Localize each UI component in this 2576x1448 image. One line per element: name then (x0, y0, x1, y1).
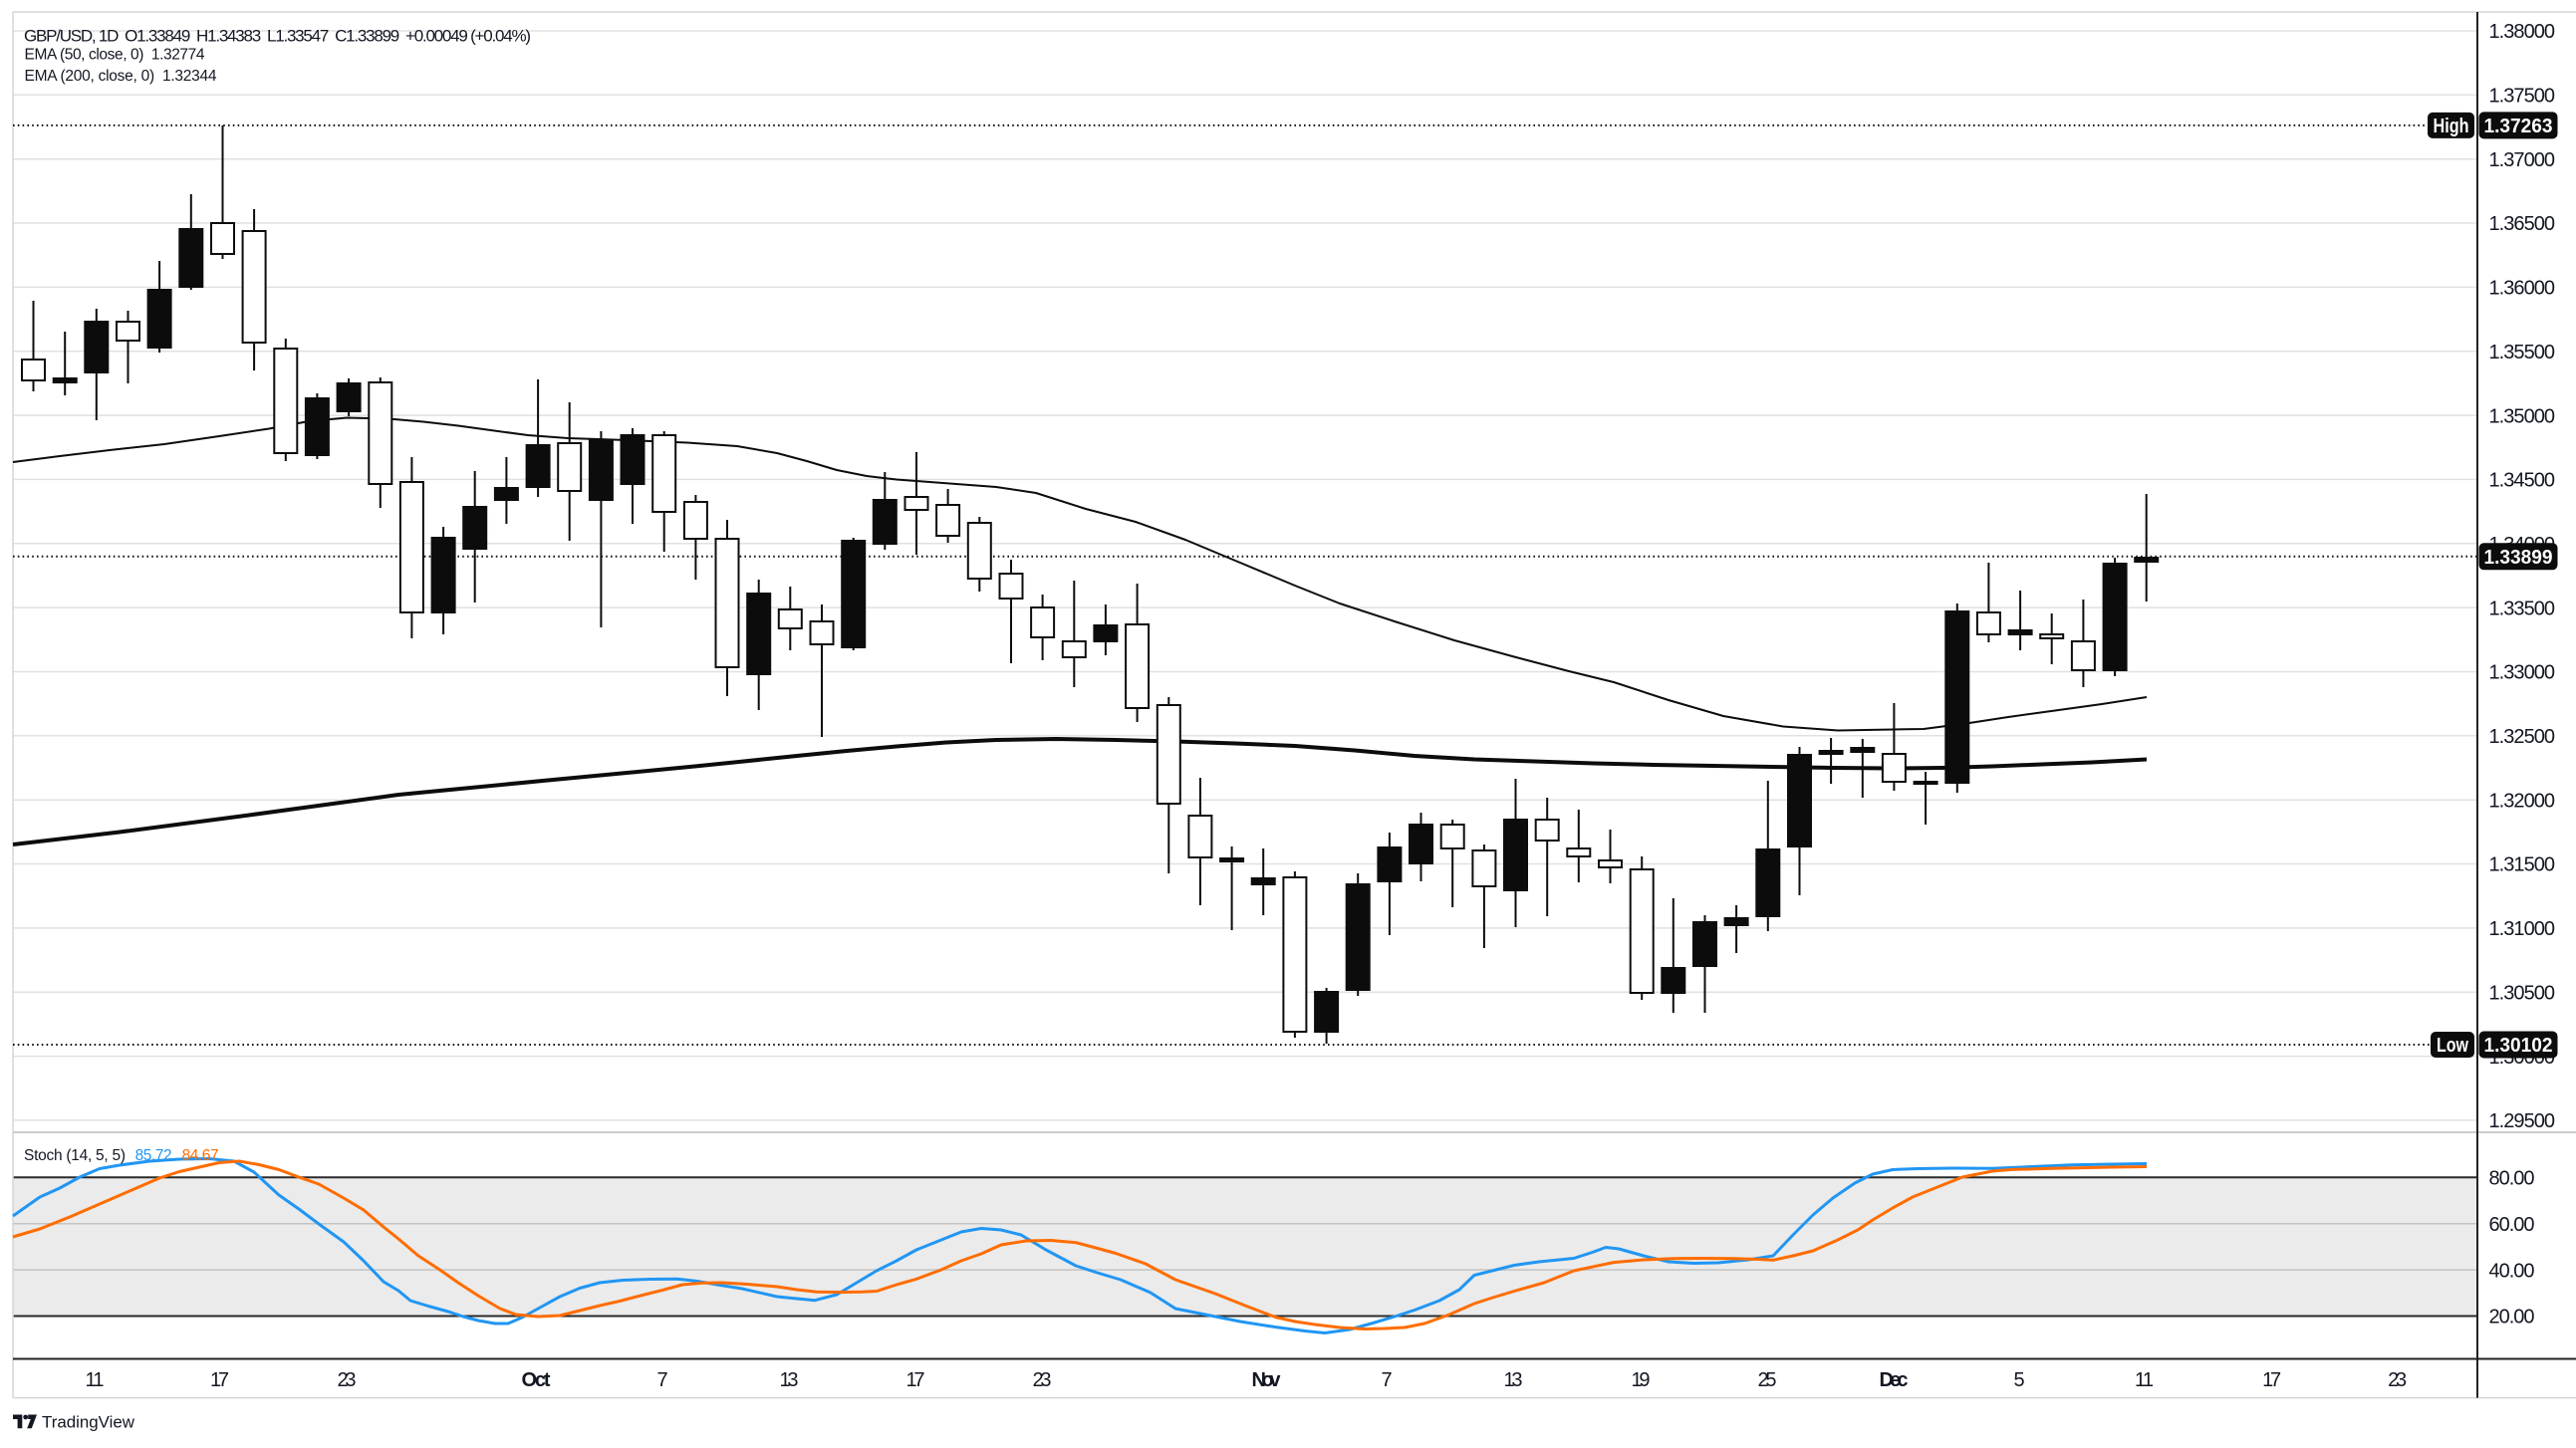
svg-text:17: 17 (210, 1369, 229, 1391)
svg-text:23: 23 (1033, 1369, 1052, 1391)
svg-text:13: 13 (1504, 1369, 1523, 1391)
svg-text:1.37500: 1.37500 (2489, 86, 2556, 108)
svg-text:1.37000: 1.37000 (2489, 149, 2556, 171)
svg-text:Oct: Oct (522, 1369, 551, 1391)
svg-text:1.31500: 1.31500 (2489, 854, 2556, 876)
svg-text:1.38000: 1.38000 (2489, 21, 2556, 43)
svg-text:1.33000: 1.33000 (2489, 662, 2556, 684)
svg-text:1.34500: 1.34500 (2489, 470, 2556, 492)
svg-text:7: 7 (1381, 1369, 1392, 1391)
svg-text:13: 13 (780, 1369, 799, 1391)
svg-text:1.35500: 1.35500 (2489, 342, 2556, 363)
svg-text:40.00: 40.00 (2489, 1260, 2535, 1282)
svg-text:TradingView: TradingView (42, 1413, 135, 1432)
svg-text:Dec: Dec (1880, 1369, 1909, 1391)
svg-text:5: 5 (2013, 1369, 2024, 1391)
svg-text:60.00: 60.00 (2489, 1214, 2535, 1236)
svg-text:1.33899: 1.33899 (2484, 547, 2553, 569)
svg-text:23: 23 (2388, 1369, 2407, 1391)
svg-text:Nov: Nov (1252, 1369, 1282, 1391)
svg-text:1.32000: 1.32000 (2489, 790, 2556, 812)
svg-text:Low: Low (2437, 1035, 2468, 1057)
svg-text:1.36000: 1.36000 (2489, 278, 2556, 300)
svg-text:19: 19 (1632, 1369, 1651, 1391)
svg-text:1.36500: 1.36500 (2489, 213, 2556, 235)
svg-text:17: 17 (906, 1369, 925, 1391)
svg-text:1.29500: 1.29500 (2489, 1110, 2556, 1132)
svg-text:1.33500: 1.33500 (2489, 598, 2556, 619)
svg-text:25: 25 (1758, 1369, 1777, 1391)
svg-text:11: 11 (2135, 1369, 2154, 1391)
svg-text:1.30102: 1.30102 (2484, 1035, 2553, 1057)
svg-text:20.00: 20.00 (2489, 1307, 2535, 1328)
svg-text:1.31000: 1.31000 (2489, 918, 2556, 940)
svg-text:1.32500: 1.32500 (2489, 726, 2556, 748)
svg-text:EMA (200, close, 0) 1.32344: EMA (200, close, 0) 1.32344 (25, 68, 217, 85)
svg-text:1.30500: 1.30500 (2489, 982, 2556, 1004)
svg-text:23: 23 (338, 1369, 357, 1391)
svg-text:Stoch (14, 5, 5): Stoch (14, 5, 5) (24, 1147, 126, 1164)
svg-text:1.35000: 1.35000 (2489, 405, 2556, 427)
svg-text:17: 17 (2262, 1369, 2281, 1391)
svg-text:High: High (2434, 116, 2469, 137)
svg-text:EMA (50, close, 0) 1.32774: EMA (50, close, 0) 1.32774 (25, 46, 205, 63)
svg-text:1.37263: 1.37263 (2484, 116, 2553, 137)
svg-text:GBP/USD, 1D O1.33849 H1.3438: GBP/USD, 1D O1.33849 H1.34383 L1.33547 C… (24, 27, 531, 46)
svg-text:80.00: 80.00 (2489, 1168, 2535, 1190)
svg-text:11: 11 (86, 1369, 105, 1391)
svg-text:7: 7 (656, 1369, 667, 1391)
svg-text:84.67: 84.67 (182, 1147, 219, 1164)
svg-text:85.72: 85.72 (135, 1147, 172, 1164)
